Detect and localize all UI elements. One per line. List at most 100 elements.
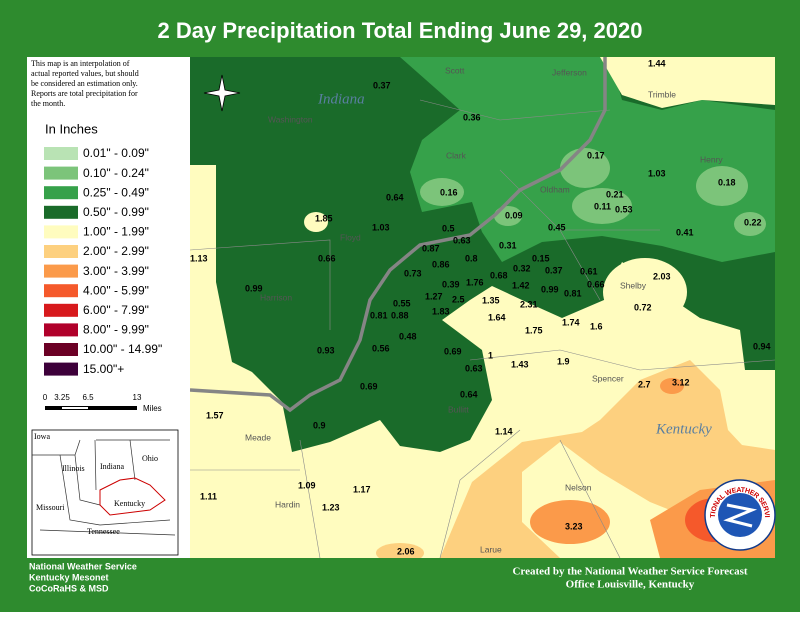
report-value: 1.23	[322, 502, 340, 512]
report-value: 0.99	[245, 283, 263, 293]
report-value: 2.5	[452, 294, 465, 304]
report-value: 3.12	[672, 377, 690, 387]
title: 2 Day Precipitation Total Ending June 29…	[158, 18, 643, 43]
county-label: Bullitt	[448, 404, 469, 414]
report-value: 1.57	[206, 410, 224, 420]
report-value: 0.17	[587, 150, 605, 160]
report-value: 0.87	[422, 243, 440, 253]
note-line: actual reported values, but should	[31, 69, 139, 78]
report-value: 1.14	[495, 426, 513, 436]
legend-label: 0.10" - 0.24"	[83, 166, 149, 180]
legend-swatch	[44, 186, 78, 200]
report-value: 1.75	[525, 325, 543, 335]
legend-label: 15.00"+	[83, 362, 124, 376]
report-value: 0.99	[541, 284, 559, 294]
state-label: Kentucky	[655, 421, 712, 437]
report-value: 0.37	[545, 265, 563, 275]
report-value: 0.64	[386, 192, 404, 202]
report-value: 0.81	[370, 310, 388, 320]
footer-left: National Weather Service	[29, 561, 137, 571]
report-value: 1.64	[488, 312, 506, 322]
report-value: 0.5	[442, 223, 455, 233]
report-value: 0.94	[753, 341, 771, 351]
report-value: 1.42	[512, 280, 530, 290]
report-value: 1.17	[353, 484, 371, 494]
report-value: 0.63	[453, 235, 471, 245]
report-value: 1.13	[190, 253, 208, 263]
report-value: 0.31	[499, 240, 517, 250]
legend-label: 2.00" - 2.99"	[83, 244, 149, 258]
report-value: 0.66	[318, 253, 336, 263]
legend-label: 1.00" - 1.99"	[83, 225, 149, 239]
scale-tick: 0	[43, 393, 48, 402]
report-value: 1.09	[298, 480, 316, 490]
footer-left: Kentucky Mesonet	[29, 572, 109, 582]
legend-swatch	[44, 343, 78, 356]
legend-swatch	[44, 284, 78, 298]
legend-swatch	[44, 225, 78, 239]
report-value: 0.18	[718, 177, 736, 187]
report-value: 0.56	[372, 343, 390, 353]
legend-label: 0.25" - 0.49"	[83, 185, 149, 199]
county-label: Spencer	[592, 373, 624, 383]
report-value: 0.68	[490, 270, 508, 280]
report-value: 1.44	[648, 58, 666, 68]
report-value: 0.41	[676, 227, 694, 237]
report-value: 1.76	[466, 277, 484, 287]
report-value: 2.06	[397, 546, 415, 556]
county-label: Floyd	[340, 232, 361, 242]
county-label: Scott	[445, 65, 465, 75]
inset-label: Illinois	[62, 464, 85, 473]
scale-bar	[45, 406, 137, 410]
ohio-river	[190, 57, 607, 413]
legend-swatch	[44, 323, 78, 337]
report-value: 3.23	[565, 521, 583, 531]
county-label: Washington	[268, 114, 313, 124]
report-value: 0.81	[564, 288, 582, 298]
report-value: 0.36	[463, 112, 481, 122]
report-value: 0.37	[373, 80, 391, 90]
scale-bar-gap	[62, 407, 88, 409]
scale-unit: Miles	[143, 404, 162, 413]
report-value: 0.11	[594, 201, 611, 211]
report-value: 0.69	[444, 346, 462, 356]
report-value: 2.31	[520, 299, 538, 309]
report-value: 1.74	[562, 317, 580, 327]
report-value: 0.45	[548, 222, 566, 232]
scale-tick: 13	[133, 393, 142, 402]
legend-label: 8.00" - 9.99"	[83, 323, 149, 337]
inset-map	[31, 429, 179, 556]
report-value: 0.69	[360, 381, 378, 391]
report-value: 0.73	[404, 268, 422, 278]
county-label: Clark	[446, 150, 467, 160]
legend-title: In Inches	[45, 121, 98, 136]
report-value: 1	[488, 350, 493, 360]
report-value: 0.66	[587, 279, 605, 289]
county-label: Oldham	[540, 184, 570, 194]
scale-tick: 3.25	[54, 393, 70, 402]
report-value: 1.35	[482, 295, 500, 305]
report-value: 1.03	[372, 222, 390, 232]
report-value: 0.93	[317, 345, 335, 355]
report-value: 0.21	[606, 189, 624, 199]
report-value: 1.85	[315, 213, 333, 223]
report-value: 0.32	[513, 263, 531, 273]
report-value: 0.09	[505, 210, 523, 220]
county-label: Nelson	[565, 482, 592, 492]
legend-swatch	[44, 245, 78, 258]
county-label: Meade	[245, 432, 271, 442]
report-value: 0.8	[465, 253, 478, 263]
county-label: Harrison	[260, 292, 292, 302]
report-value: 1.03	[648, 168, 666, 178]
scale-tick: 6.5	[82, 393, 94, 402]
legend-label: 6.00" - 7.99"	[83, 303, 149, 317]
report-value: 0.61	[580, 266, 598, 276]
legend-swatch	[44, 303, 78, 317]
note-line: the month.	[31, 99, 65, 108]
report-value: 0.48	[399, 331, 417, 341]
report-value: 0.63	[465, 363, 483, 373]
county-label: Hardin	[275, 499, 300, 509]
report-value: 0.72	[634, 302, 652, 312]
legend-swatch	[44, 166, 78, 180]
